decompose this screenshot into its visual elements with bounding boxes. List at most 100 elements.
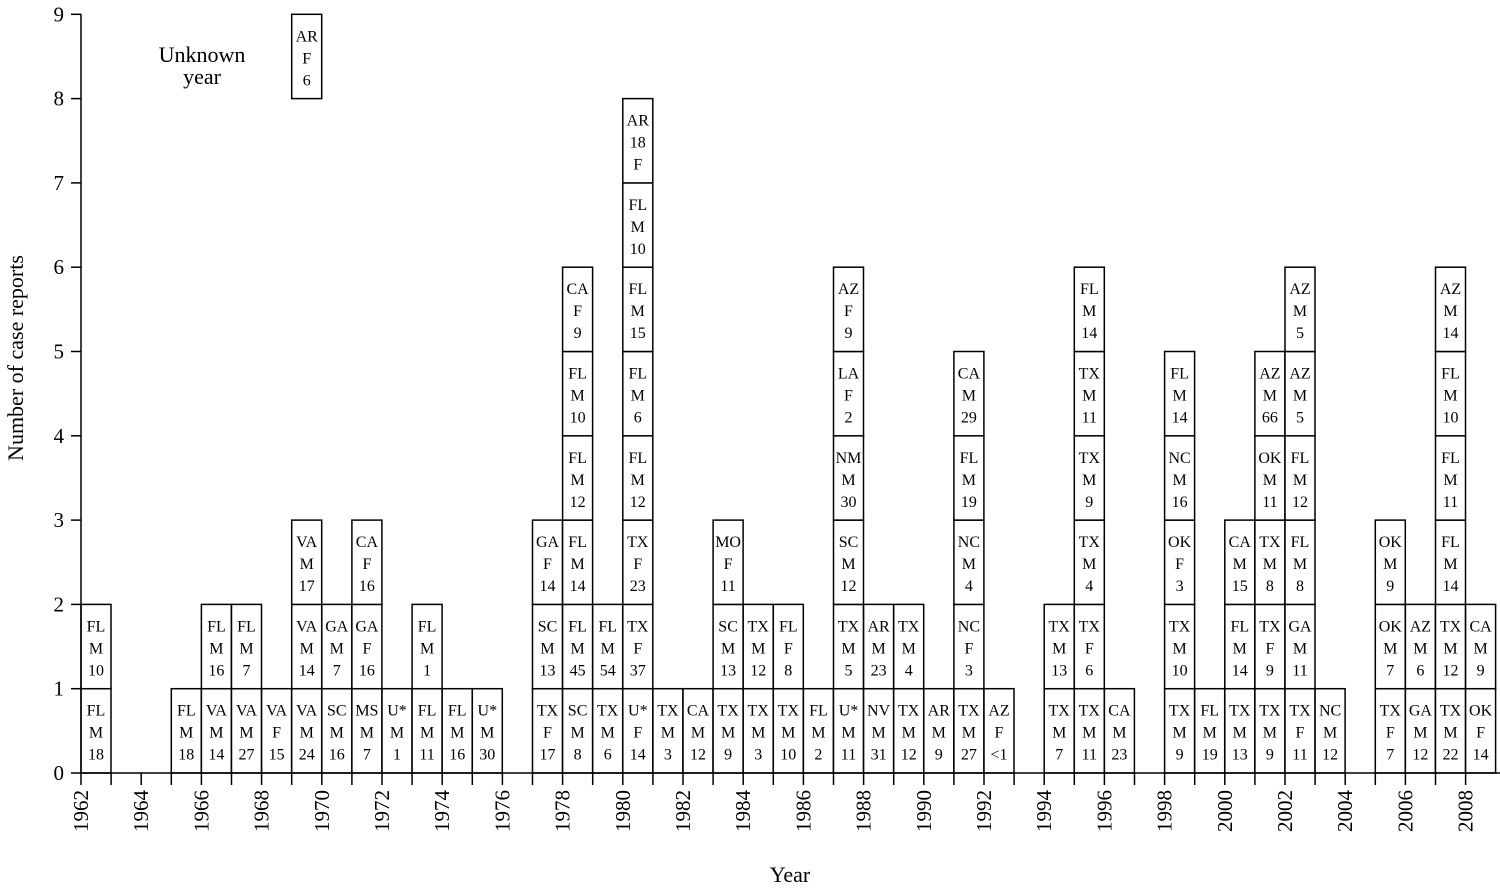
case-box-text: TX (748, 618, 770, 635)
case-box-1989-1: TX M 12 (892, 687, 925, 774)
case-box-1978-5: FL M 10 (561, 350, 594, 437)
case-box-text: 1 (393, 747, 401, 764)
case-box-text: FL (1291, 450, 1310, 467)
case-box-text: 15 (630, 325, 646, 342)
case-box-2007-5: FL M 10 (1434, 350, 1467, 437)
case-box-text: FL (1080, 281, 1099, 298)
case-box-text: SC (568, 703, 588, 720)
case-box-1967-1: VA M 27 (230, 687, 263, 774)
case-box-text: 14 (208, 747, 224, 764)
case-box-1969-3: VA M 17 (290, 519, 323, 606)
case-boxes-layer: FLM18FLM10FLM18VAM14FLM16VAM27FLM7VAF15V… (80, 97, 1497, 774)
case-box-1970-2: GA M 7 (321, 603, 353, 690)
case-box-text: M (1172, 388, 1186, 405)
case-box-text: M (570, 640, 584, 657)
case-box-text: AZ (1440, 281, 1461, 298)
case-box-text: M (631, 219, 645, 236)
case-box-text: F (964, 640, 973, 657)
case-box-1987-6: AZ F 9 (832, 266, 865, 353)
case-box-text: TX (958, 703, 980, 720)
case-box-text: AZ (1289, 366, 1310, 383)
case-box-2003-1: NC M 12 (1314, 687, 1346, 774)
case-box-text: 12 (841, 578, 857, 595)
case-box-text: 16 (329, 747, 345, 764)
case-box-1966-2: FL M 16 (200, 603, 233, 690)
case-box-text: M (360, 725, 374, 742)
y-tick-label: 6 (54, 255, 65, 279)
case-box-text: 3 (1176, 578, 1184, 595)
case-box-text: U* (478, 703, 498, 720)
case-box-text: 9 (574, 325, 582, 342)
case-box-1980-2: TX F 37 (622, 603, 654, 690)
case-box (1163, 687, 1196, 774)
x-tick-label: 2000 (1213, 790, 1237, 832)
case-box-1999-1: FL M 19 (1193, 687, 1226, 774)
case-box-text: 45 (570, 662, 586, 679)
case-box (622, 97, 654, 184)
case-box (923, 687, 955, 774)
case-box-text: M (330, 725, 344, 742)
case-box-text: VA (206, 703, 227, 720)
case-box-text: M (1263, 388, 1277, 405)
case-box-text: M (902, 640, 916, 657)
case-box-text: F (302, 50, 311, 67)
case-box-text: 23 (630, 578, 646, 595)
case-box-2002-2: GA M 11 (1284, 603, 1316, 690)
case-box-text: FL (418, 703, 437, 720)
case-box-text: SC (718, 618, 738, 635)
case-box-1977-3: GA F 14 (531, 519, 564, 606)
case-box (561, 435, 594, 521)
case-box-text: 12 (630, 494, 646, 511)
case-box-1988-1: NV M 31 (862, 687, 895, 774)
case-box-1962-1: FL M 18 (80, 687, 112, 774)
case-box-text: FL (177, 703, 196, 720)
case-box-text: 3 (965, 662, 973, 679)
unknown-year-label-line1: Unknown (159, 42, 246, 67)
case-box-text: M (1413, 725, 1427, 742)
case-box-text: M (1172, 472, 1186, 489)
case-box (1254, 435, 1286, 521)
case-box-text: M (721, 725, 735, 742)
case-box-text: CA (1469, 618, 1492, 635)
case-box-text: 18 (630, 135, 646, 152)
case-box (351, 519, 383, 606)
case-box-text: TX (898, 618, 920, 635)
unknown-year-case-box: AR F 6 (290, 13, 323, 100)
case-box (1434, 603, 1467, 690)
case-box-text: FL (628, 450, 647, 467)
case-box-text: OK (1469, 703, 1493, 720)
y-axis-title: Number of case reports (3, 255, 28, 461)
y-tick-label: 3 (54, 508, 65, 532)
case-box-text: 19 (1202, 747, 1218, 764)
case-box-1980-5: FL M 6 (622, 350, 654, 437)
case-box-text: TX (1259, 618, 1281, 635)
case-box-text: TX (1229, 703, 1251, 720)
case-box (1284, 435, 1316, 521)
case-box-text: M (420, 640, 434, 657)
case-box-text: FL (628, 281, 647, 298)
case-box-text: U* (387, 703, 407, 720)
case-box (892, 603, 925, 690)
case-box-text: F (844, 388, 853, 405)
case-box (802, 687, 835, 774)
case-box-1968-1: VA F 15 (260, 687, 293, 774)
case-box-1987-1: U* M 11 (832, 687, 865, 774)
case-box-text: 9 (935, 747, 943, 764)
y-tick-label: 9 (54, 2, 65, 26)
case-box-text: M (1082, 303, 1096, 320)
case-box-text: M (962, 472, 976, 489)
x-tick-label: 1996 (1092, 790, 1116, 832)
case-box-text: M (601, 640, 615, 657)
case-box-text: F (633, 157, 642, 174)
case-box (622, 603, 654, 690)
case-box-text: TX (1049, 618, 1071, 635)
case-box-text: 11 (1082, 410, 1097, 427)
case-box-text: M (570, 388, 584, 405)
case-box-text: U* (628, 703, 648, 720)
case-box-text: M (871, 725, 885, 742)
case-box (80, 603, 112, 690)
case-box-1974-1: FL M 16 (441, 687, 473, 774)
case-box-text: F (1296, 725, 1305, 742)
case-box-2002-5: AZ M 5 (1284, 350, 1316, 437)
